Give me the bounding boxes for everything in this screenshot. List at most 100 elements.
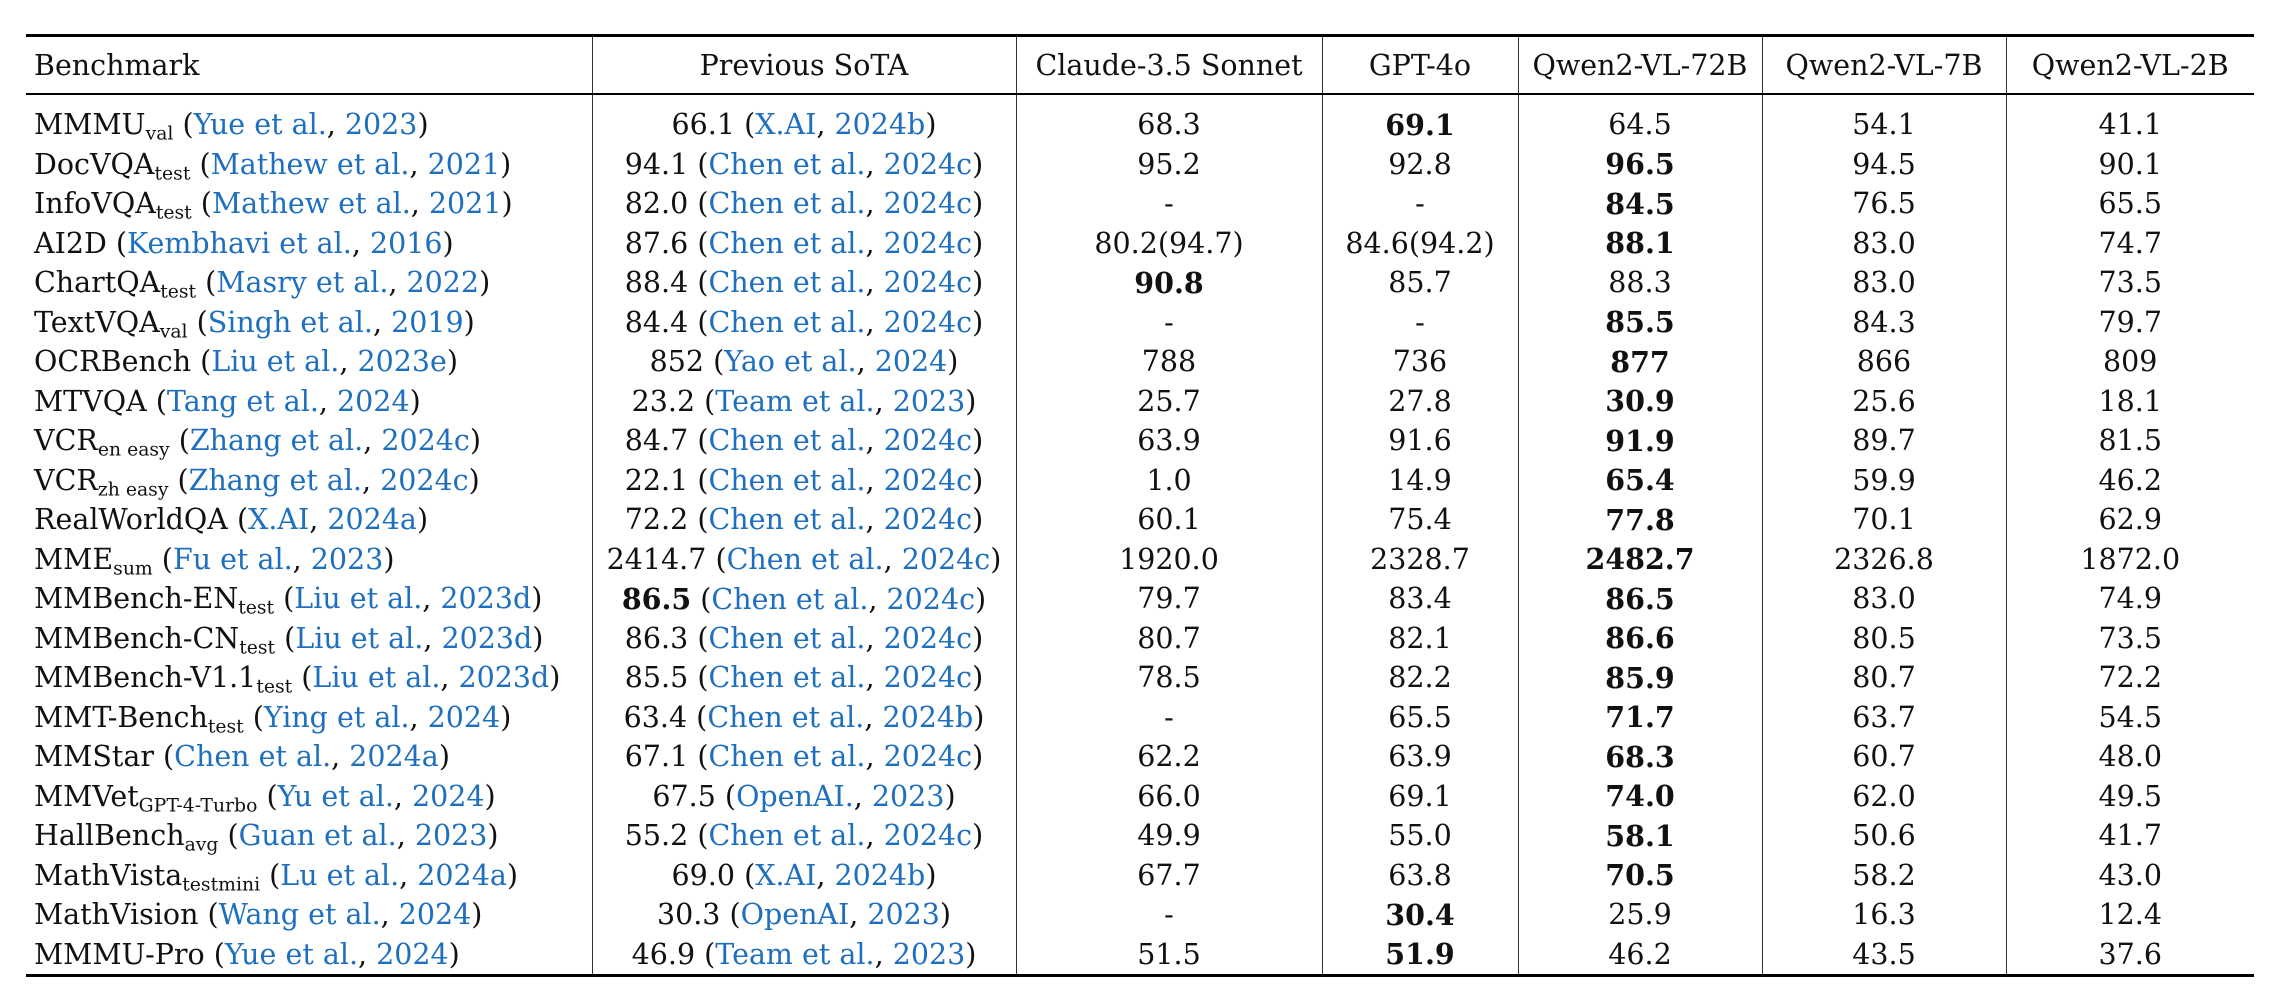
sota-author-link[interactable]: Chen et al. xyxy=(708,463,866,497)
citation-year-link[interactable]: 2024a xyxy=(349,740,439,774)
sota-author-link[interactable]: X.AI xyxy=(755,108,817,142)
sota-author-link[interactable]: Chen et al. xyxy=(726,542,884,576)
citation-author-link[interactable]: Lu et al. xyxy=(280,858,400,892)
citation-close: ) xyxy=(925,858,937,892)
citation-year-link[interactable]: 2024 xyxy=(398,898,472,932)
score-cell-qwen2-vl-7b: 76.5 xyxy=(1762,184,2007,224)
citation-year-link[interactable]: 2024c xyxy=(380,463,469,497)
sota-year-link[interactable]: 2024c xyxy=(883,503,973,537)
citation-author-link[interactable]: Fu et al. xyxy=(172,542,293,576)
citation-year-link[interactable]: 2023 xyxy=(310,542,384,576)
sota-author-link[interactable]: OpenAI xyxy=(740,898,850,932)
sota-author-link[interactable]: X.AI xyxy=(755,858,817,892)
citation-year-link[interactable]: 2021 xyxy=(428,187,502,221)
sota-year-link[interactable]: 2023 xyxy=(892,384,966,418)
sota-year-link[interactable]: 2023 xyxy=(892,937,966,971)
citation-year-link[interactable]: 2023d xyxy=(440,582,532,616)
sota-year-link[interactable]: 2024c xyxy=(883,187,973,221)
sota-year-link[interactable]: 2024c xyxy=(883,463,973,497)
sota-author-link[interactable]: OpenAI. xyxy=(736,779,854,813)
sota-year-link[interactable]: 2024c xyxy=(883,819,973,853)
citation-author-link[interactable]: Ying et al. xyxy=(263,700,410,734)
sota-author-link[interactable]: Chen et al. xyxy=(708,621,866,655)
sota-year-link[interactable]: 2023 xyxy=(871,779,945,813)
citation-author-link[interactable]: Mathew et al. xyxy=(211,187,411,221)
sota-author-link[interactable]: Chen et al. xyxy=(708,147,866,181)
score-cell-qwen2-vl-2b: 73.5 xyxy=(2098,621,2162,655)
sota-author-link[interactable]: Yao et al. xyxy=(724,345,857,379)
citation-author-link[interactable]: Tang et al. xyxy=(166,384,319,418)
citation-author-link[interactable]: Guan et al. xyxy=(238,819,397,853)
citation-year-link[interactable]: 2019 xyxy=(391,305,464,339)
sota-author-link[interactable]: Chen et al. xyxy=(708,266,866,300)
citation-author-link[interactable]: Kembhavi et al. xyxy=(127,226,352,260)
citation-year-link[interactable]: 2016 xyxy=(369,226,443,260)
citation-author-link[interactable]: Liu et al. xyxy=(211,345,340,379)
sota-author-link[interactable]: Chen et al. xyxy=(707,700,865,734)
citation-year-link[interactable]: 2024 xyxy=(427,700,501,734)
citation-year-link[interactable]: 2021 xyxy=(427,147,501,181)
citation-open: ( xyxy=(106,226,128,260)
table-row: OCRBench (Liu et al., 2023e) 852 (Yao et … xyxy=(26,342,2254,382)
citation-author-link[interactable]: Liu et al. xyxy=(294,582,423,616)
citation-author-link[interactable]: Liu et al. xyxy=(295,621,424,655)
citation-author-link[interactable]: Mathew et al. xyxy=(210,147,410,181)
citation-year-link[interactable]: 2024a xyxy=(327,503,417,537)
sota-year-link[interactable]: 2024c xyxy=(883,305,973,339)
sota-author-link[interactable]: Team et al. xyxy=(715,937,875,971)
sota-author-link[interactable]: Chen et al. xyxy=(708,661,866,695)
sota-author-link[interactable]: Chen et al. xyxy=(711,582,869,616)
sota-year-link[interactable]: 2024c xyxy=(883,226,973,260)
citation-year-link[interactable]: 2023d xyxy=(458,661,550,695)
sota-year-link[interactable]: 2024c xyxy=(886,582,976,616)
citation-separator: , xyxy=(372,305,392,339)
citation-year-link[interactable]: 2022 xyxy=(406,266,480,300)
sota-year-link[interactable]: 2024b xyxy=(834,108,926,142)
citation-author-link[interactable]: Yu et al. xyxy=(277,779,394,813)
citation-author-link[interactable]: Yue et al. xyxy=(193,108,327,142)
citation-close: ) xyxy=(468,463,480,497)
benchmark-cell: VCRzh easy (Zhang et al., 2024c) xyxy=(26,460,593,500)
citation-year-link[interactable]: 2024 xyxy=(412,779,485,813)
citation-year-link[interactable]: 2023d xyxy=(441,621,533,655)
citation-year-link[interactable]: 2023 xyxy=(414,819,488,853)
sota-author-link[interactable]: Chen et al. xyxy=(708,187,866,221)
sota-year-link[interactable]: 2024c xyxy=(883,424,973,458)
sota-year-link[interactable]: 2024c xyxy=(883,621,973,655)
sota-author-link[interactable]: Chen et al. xyxy=(708,424,866,458)
sota-year-link[interactable]: 2024c xyxy=(883,147,973,181)
sota-author-link[interactable]: Chen et al. xyxy=(708,305,866,339)
citation-author-link[interactable]: Chen et al. xyxy=(174,740,332,774)
sota-year-link[interactable]: 2024b xyxy=(834,858,926,892)
citation-author-link[interactable]: Wang et al. xyxy=(218,898,381,932)
citation-author-link[interactable]: Masry et al. xyxy=(216,266,389,300)
citation-year-link[interactable]: 2024 xyxy=(337,384,410,418)
citation-year-link[interactable]: 2023e xyxy=(357,345,447,379)
citation-open: ( xyxy=(688,187,709,221)
citation-author-link[interactable]: Zhang et al. xyxy=(188,463,362,497)
sota-year-link[interactable]: 2024 xyxy=(874,345,948,379)
citation-year-link[interactable]: 2024a xyxy=(417,858,507,892)
sota-year-link[interactable]: 2024b xyxy=(882,700,974,734)
previous-sota-cell: 23.2 (Team et al., 2023) xyxy=(592,381,1017,421)
citation-year-link[interactable]: 2024 xyxy=(376,937,449,971)
sota-author-link[interactable]: Team et al. xyxy=(715,384,875,418)
citation-author-link[interactable]: X.AI xyxy=(248,503,310,537)
sota-author-link[interactable]: Chen et al. xyxy=(708,819,866,853)
score-cell-claude-3-5-sonnet: - xyxy=(1016,895,1323,935)
sota-year-link[interactable]: 2023 xyxy=(867,898,940,932)
sota-year-link[interactable]: 2024c xyxy=(883,661,973,695)
score-cell-qwen2-vl-7b: 80.5 xyxy=(1762,618,2007,658)
citation-author-link[interactable]: Yue et al. xyxy=(224,937,359,971)
sota-year-link[interactable]: 2024c xyxy=(883,740,973,774)
sota-year-link[interactable]: 2024c xyxy=(883,266,973,300)
citation-year-link[interactable]: 2023 xyxy=(344,108,418,142)
citation-author-link[interactable]: Singh et al. xyxy=(207,305,373,339)
citation-author-link[interactable]: Zhang et al. xyxy=(189,424,364,458)
citation-author-link[interactable]: Liu et al. xyxy=(312,661,441,695)
sota-year-link[interactable]: 2024c xyxy=(901,542,991,576)
sota-author-link[interactable]: Chen et al. xyxy=(708,226,866,260)
sota-author-link[interactable]: Chen et al. xyxy=(708,503,866,537)
citation-year-link[interactable]: 2024c xyxy=(381,424,470,458)
sota-author-link[interactable]: Chen et al. xyxy=(708,740,866,774)
